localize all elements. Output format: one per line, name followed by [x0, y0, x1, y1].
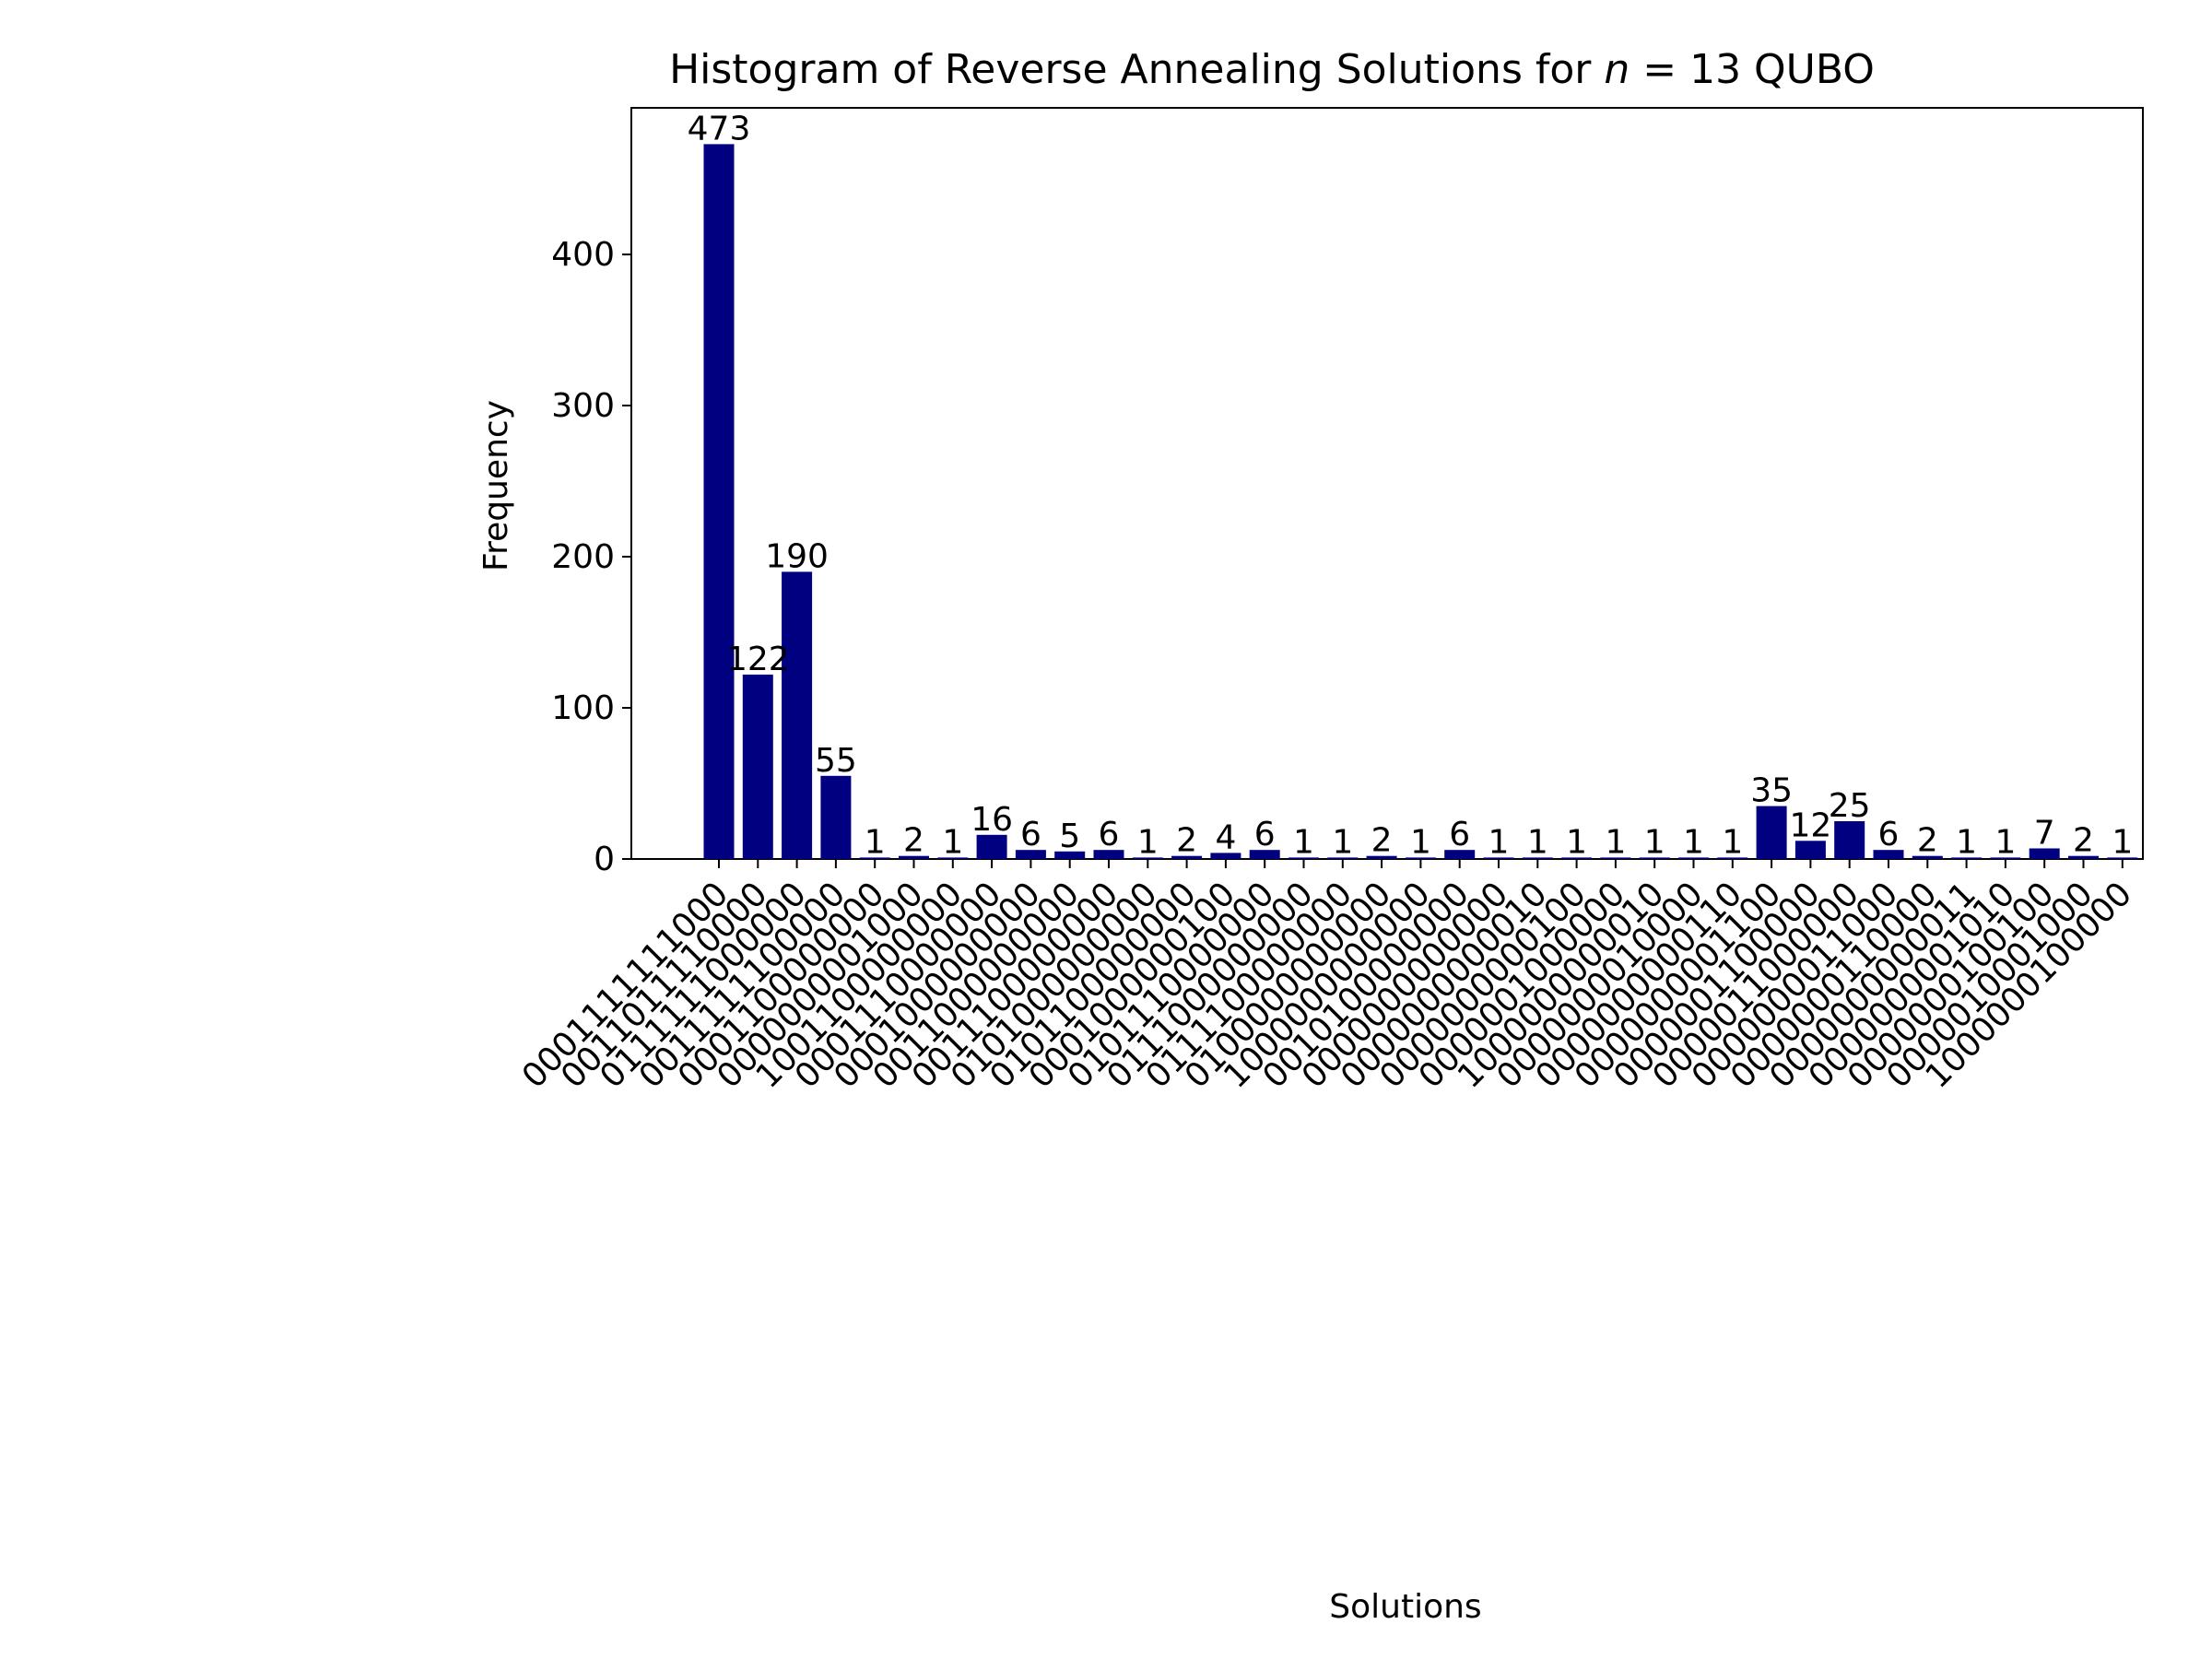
- bar-value-label: 5: [1059, 818, 1080, 855]
- bar: [1093, 850, 1124, 859]
- bar: [1600, 857, 1631, 859]
- bar: [1171, 855, 1203, 859]
- bar-value-label: 6: [1878, 816, 1900, 853]
- bar-value-label: 2: [1371, 822, 1393, 860]
- bar-value-label: 1: [1527, 823, 1548, 861]
- bar-value-label: 1: [1566, 823, 1587, 861]
- bar-value-label: 55: [815, 742, 857, 780]
- y-tick-label: 100: [551, 689, 615, 727]
- bar-value-label: 1: [1683, 823, 1704, 861]
- bar-value-label: 2: [903, 822, 924, 860]
- chart-title-suffix: = 13 QUBO: [1630, 46, 1875, 93]
- bar-value-label: 6: [1254, 816, 1276, 853]
- bar-series: [703, 144, 2138, 859]
- bar-value-label: 1: [1488, 823, 1510, 861]
- bar: [1794, 841, 1826, 859]
- bar: [2068, 855, 2099, 859]
- bar-value-label: 1: [865, 823, 886, 861]
- bar: [1210, 853, 1241, 859]
- bar-value-label: 25: [1829, 787, 1871, 825]
- bar: [1639, 857, 1670, 859]
- bar-value-label: 1: [1722, 823, 1743, 861]
- bar: [1678, 857, 1709, 859]
- bar-value-label: 6: [1020, 816, 1041, 853]
- bar: [1912, 855, 1943, 859]
- bar: [1288, 857, 1319, 859]
- bar-value-label: 4: [1215, 818, 1236, 856]
- bar: [1249, 850, 1280, 859]
- plot-area: [630, 107, 2144, 860]
- bar-value-label: 1: [1332, 823, 1353, 861]
- x-axis-label: Solutions: [1329, 1588, 1481, 1626]
- y-tick-label: 400: [551, 236, 615, 274]
- bar: [1990, 857, 2021, 859]
- bar: [1405, 857, 1436, 859]
- bar-value-label: 1: [1605, 823, 1626, 861]
- bar: [742, 674, 773, 859]
- bar: [1561, 857, 1593, 859]
- bar: [899, 855, 929, 859]
- bar-value-label: 1: [1644, 823, 1665, 861]
- bar-value-label: 35: [1750, 772, 1793, 810]
- y-axis: 0 100 200 300 400: [551, 236, 631, 878]
- bar: [1054, 851, 1086, 859]
- bar: [1873, 850, 1904, 859]
- bar-value-label: 12: [1789, 806, 1831, 844]
- x-axis: 0001111111000001101111000001111110000000…: [515, 859, 2139, 1096]
- y-tick-label: 0: [594, 841, 615, 878]
- bar: [1444, 850, 1476, 859]
- y-tick-label: 200: [551, 538, 615, 576]
- bar: [2107, 857, 2138, 859]
- bar: [1366, 855, 1397, 859]
- chart-title-math-variable: n: [1604, 46, 1630, 93]
- bar-value-label: 2: [1917, 822, 1938, 860]
- y-tick-label: 300: [551, 387, 615, 425]
- bar: [1327, 857, 1359, 859]
- bar: [859, 857, 890, 859]
- bar-value-label: 1: [1410, 823, 1431, 861]
- bar: [976, 834, 1007, 859]
- bar: [1015, 850, 1046, 859]
- bar-value-label: 16: [971, 801, 1013, 839]
- bar: [1951, 857, 1983, 859]
- bar-value-label: 2: [1176, 822, 1197, 860]
- bar: [2029, 848, 2060, 859]
- y-axis-label: Frequency: [477, 400, 515, 571]
- bar-value-label: 1: [2112, 823, 2133, 861]
- bar: [1834, 821, 1865, 859]
- bar-value-label: 6: [1099, 816, 1120, 853]
- bar: [1522, 857, 1553, 859]
- chart-title: Histogram of Reverse Annealing Solutions…: [669, 46, 1875, 93]
- bar: [1132, 857, 1163, 859]
- bar-value-label: 122: [726, 641, 790, 678]
- bar: [1717, 857, 1748, 859]
- bar: [782, 571, 813, 859]
- bar-value-label: 473: [688, 110, 751, 147]
- bar: [937, 857, 969, 859]
- chart-title-text: Histogram of Reverse Annealing Solutions…: [669, 46, 1604, 93]
- bar: [1483, 857, 1514, 859]
- bar-value-label: 1: [1137, 823, 1159, 861]
- bar: [703, 144, 735, 859]
- bar: [820, 775, 852, 859]
- bar-value-label: 2: [2073, 822, 2094, 860]
- bar-value-label: 190: [765, 537, 829, 575]
- bar: [1756, 806, 1787, 859]
- bar-value-label: 1: [1956, 823, 1977, 861]
- bar-value-label: 1: [942, 823, 963, 861]
- bar-value-label: 1: [1293, 823, 1314, 861]
- bar-value-label: 1: [1994, 823, 2016, 861]
- bar-value-label: 7: [2034, 815, 2055, 853]
- bar-value-label: 6: [1449, 816, 1470, 853]
